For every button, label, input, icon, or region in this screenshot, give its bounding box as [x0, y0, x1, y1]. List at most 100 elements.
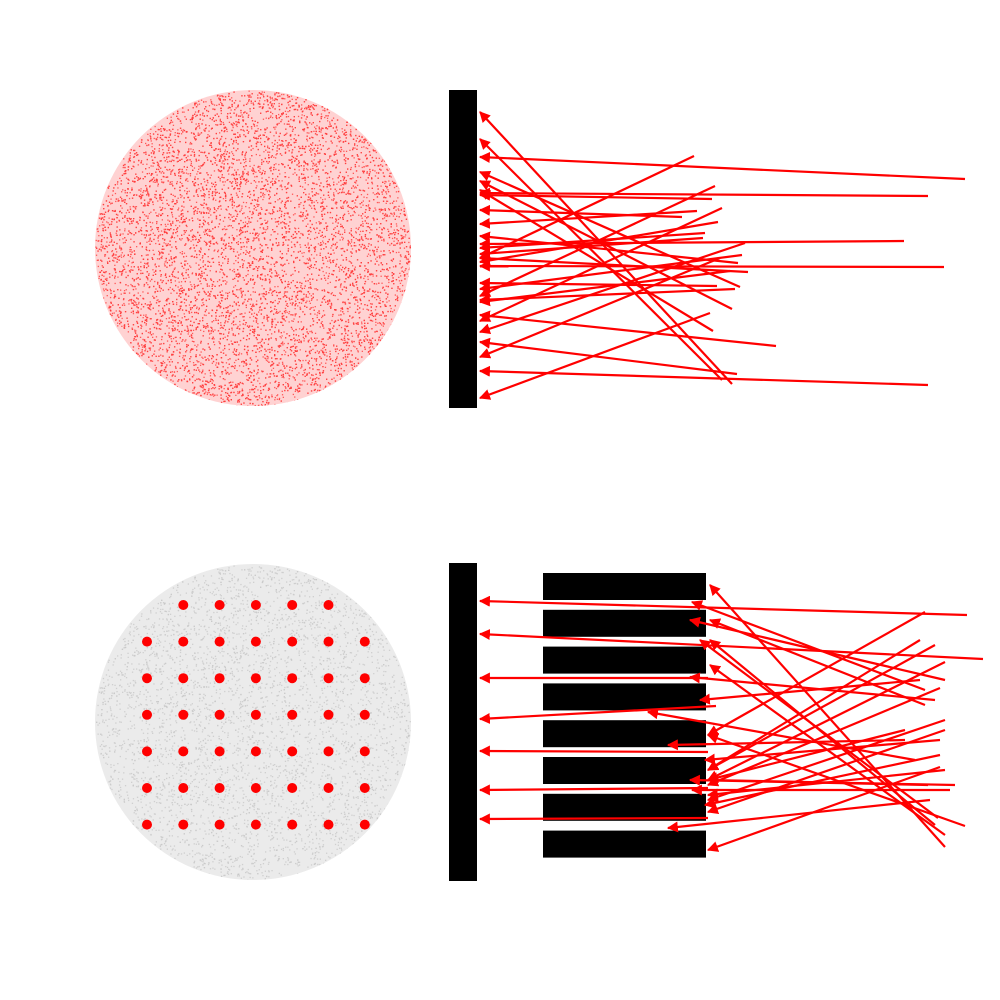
collimator-plate: [543, 720, 706, 748]
wall-bottom: [449, 563, 477, 881]
rays-top: [478, 111, 966, 400]
ray-arrow: [478, 151, 966, 181]
collimator-plate: [543, 683, 706, 711]
ray-arrow: [688, 774, 929, 787]
grid-dot: [178, 709, 189, 720]
grid-dot: [178, 673, 189, 684]
red-noise-pattern: [95, 90, 411, 406]
grid-dot: [359, 783, 370, 793]
ray-arrow: [688, 672, 936, 702]
grid-dot: [178, 783, 189, 793]
ray-arrow: [666, 738, 906, 751]
grid-dot: [359, 673, 370, 684]
ray-arrow: [478, 189, 713, 201]
ray-arrow: [478, 253, 749, 274]
grid-dot: [323, 783, 334, 793]
grid-dot: [142, 673, 152, 684]
ray-arrow: [478, 220, 719, 266]
grid-dot: [359, 709, 370, 720]
ray-arrow: [478, 256, 721, 359]
collimator-plate: [543, 757, 706, 784]
grid-dot: [250, 819, 261, 830]
rays-bottom: [478, 584, 984, 852]
ray-arrow: [479, 189, 714, 332]
ray-arrow: [690, 600, 926, 692]
grid-dot: [214, 673, 225, 684]
grid-dot: [214, 600, 225, 610]
grid-dot: [214, 819, 225, 830]
grid-dot: [287, 819, 298, 830]
ray-arrow: [478, 277, 718, 289]
ray-arrow: [478, 187, 929, 199]
grid-dot: [323, 673, 334, 684]
ray-arrow: [478, 269, 731, 307]
ray-arrow: [479, 155, 695, 259]
ray-arrow: [706, 765, 941, 852]
ray-arrow: [478, 231, 706, 253]
collimator-plate: [543, 793, 706, 821]
grid-dot: [359, 746, 370, 757]
wall-top: [449, 90, 477, 408]
ray-arrow: [478, 813, 709, 825]
grid-dot: [323, 600, 334, 610]
grid-dot: [178, 600, 189, 610]
dot-grid: [142, 600, 370, 830]
ray-arrow: [478, 231, 739, 265]
ray-arrow: [478, 704, 717, 724]
ray-arrow: [707, 611, 926, 736]
grid-dot: [287, 709, 298, 720]
ray-arrow: [479, 111, 733, 385]
grid-dot: [250, 783, 261, 793]
grid-dot: [250, 600, 261, 610]
ray-arrow: [478, 310, 777, 348]
grid-dot: [323, 636, 334, 647]
grid-dot: [214, 746, 225, 757]
grid-dot: [250, 673, 261, 684]
ray-arrow: [478, 595, 968, 617]
grid-dot: [359, 819, 370, 830]
grid-dot: [214, 709, 225, 720]
grid-dot: [142, 709, 152, 720]
grid-dot: [323, 709, 334, 720]
grid-dot: [323, 819, 334, 830]
collimator-plate: [543, 646, 706, 674]
ray-arrow: [478, 784, 709, 796]
grid-dot: [359, 636, 370, 647]
ray-arrow: [706, 728, 906, 783]
ray-arrow: [478, 337, 738, 376]
grid-dot: [287, 783, 298, 793]
grid-dot: [287, 673, 298, 684]
ray-arrow: [478, 628, 984, 661]
ray-arrow: [646, 708, 916, 762]
grid-dot: [178, 819, 189, 830]
grid-dot: [214, 783, 225, 793]
collimator-plate: [543, 609, 706, 637]
panel-top: [95, 90, 966, 408]
ray-arrow: [706, 686, 941, 787]
ray-arrow: [703, 753, 941, 809]
grid-dot: [142, 636, 152, 647]
gray-noise-pattern: [96, 565, 411, 880]
detector-disc-top: [95, 90, 411, 406]
ray-arrow: [706, 718, 946, 803]
ray-arrow: [703, 738, 941, 765]
grid-dot: [250, 709, 261, 720]
grid-dot: [250, 636, 261, 647]
grid-dot: [142, 746, 152, 757]
grid-dot: [287, 636, 298, 647]
grid-dot: [287, 600, 298, 610]
ray-arrow: [478, 209, 698, 229]
grid-dot: [142, 783, 152, 793]
grid-dot: [178, 746, 189, 757]
grid-dot: [250, 746, 261, 757]
ray-arrow: [688, 616, 946, 682]
ray-arrow: [698, 678, 921, 705]
ray-arrow: [699, 639, 939, 819]
grid-dot: [287, 746, 298, 757]
ray-arrow: [478, 260, 945, 272]
grid-dot: [178, 636, 189, 647]
grid-dot: [323, 746, 334, 757]
collimator-plate: [543, 573, 706, 600]
